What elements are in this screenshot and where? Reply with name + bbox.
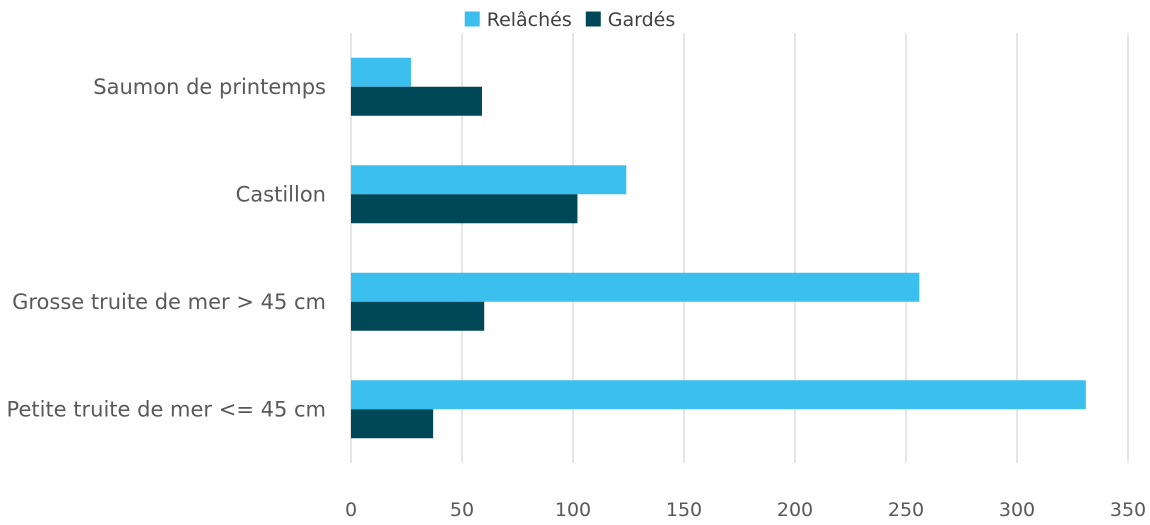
legend-swatch-gard-s [585,11,601,27]
bar-rel-ch-s-saumon-de-printemps [351,57,411,87]
category-label-castillon: Castillon [236,182,326,206]
legend-swatch-rel-ch-s [464,11,480,27]
x-tick-label-350: 350 [1110,499,1146,521]
bar-rel-ch-s-castillon [351,165,627,195]
bar-gard-s-petite-truite-de-mer-45-cm [351,409,434,439]
x-tick-label-0: 0 [345,499,357,521]
bars [351,57,1086,439]
category-label-petite-truite-de-mer-45-cm: Petite truite de mer <= 45 cm [7,397,326,421]
legend-label-rel-ch-s: Relâchés [487,9,572,31]
x-tick-label-200: 200 [777,499,813,521]
category-label-grosse-truite-de-mer-45-cm: Grosse truite de mer > 45 cm [12,290,326,314]
bar-gard-s-saumon-de-printemps [351,86,482,116]
x-tick-label-250: 250 [888,499,924,521]
x-axis-tick-labels: 0 50 100 150 200 250 300 350 [345,499,1146,521]
category-labels: Saumon de printemps Castillon Grosse truit… [7,75,326,422]
bar-rel-ch-s-petite-truite-de-mer-45-cm [351,380,1086,410]
legend-label-gard-s: Gardés [608,9,676,31]
x-tick-label-100: 100 [555,499,591,521]
bar-rel-ch-s-grosse-truite-de-mer-45-cm [351,272,920,302]
x-tick-label-50: 50 [450,499,474,521]
category-label-saumon-de-printemps: Saumon de printemps [93,75,326,99]
legend: Relâchés Gardés [464,9,676,31]
bar-gard-s-castillon [351,194,578,224]
x-tick-label-150: 150 [666,499,702,521]
bar-gard-s-grosse-truite-de-mer-45-cm [351,301,485,331]
x-tick-label-300: 300 [999,499,1035,521]
